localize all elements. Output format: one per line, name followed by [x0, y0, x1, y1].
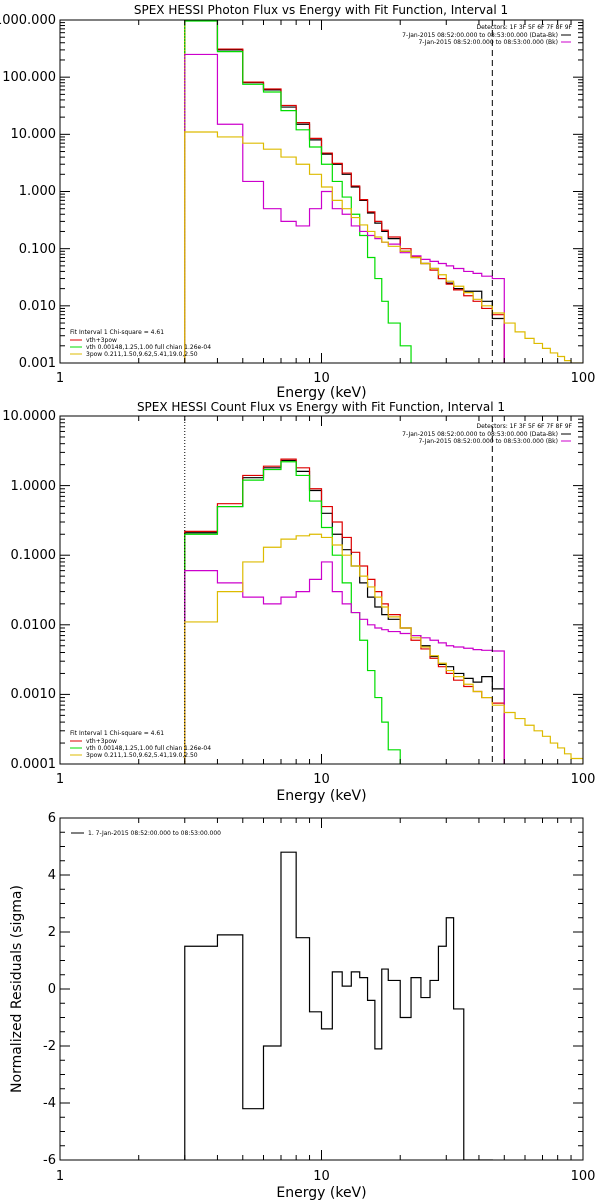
residuals-plot-area [184, 851, 493, 1160]
photon-flux-xlabel: Energy (keV) [276, 385, 366, 401]
count-flux-series-3pow [184, 533, 583, 764]
count-flux-legend-bk: 7-Jan-2015 08:52:00.000 to 08:53:00.000 … [418, 438, 558, 445]
photon-flux-plot-area [184, 20, 583, 363]
count-flux-legend-vth: vth 0.00148,1.25,1.00 full chian 1.26e-0… [86, 745, 211, 752]
count-flux-xtick-10: 10 [313, 772, 330, 787]
photon-flux-ytick-0.100: 0.100 [19, 242, 56, 257]
count-flux-plot-area [184, 416, 583, 764]
residuals-ytick--4: -4 [43, 1096, 56, 1111]
photon-flux-series-data-bk [184, 20, 505, 363]
residuals-ytick--2: -2 [43, 1039, 56, 1054]
count-flux-series-vth-3pow [184, 458, 505, 764]
count-flux-series-bk [184, 561, 505, 764]
residuals-axes-frame [59, 817, 584, 1161]
count-flux-title: SPEX HESSI Count Flux vs Energy with Fit… [137, 400, 505, 414]
residuals-xtick-10: 10 [313, 1169, 330, 1184]
photon-flux-xtick-1: 1 [56, 371, 64, 386]
residuals-ytick-2: 2 [48, 925, 56, 940]
residuals-legend-entry: 1. 7-Jan-2015 08:52:00.000 to 08:53:00.0… [88, 830, 221, 837]
photon-flux-ytick-1.000: 1.000 [19, 184, 56, 199]
count-flux-ticks [59, 415, 584, 765]
count-flux-xtick-100: 100 [571, 772, 596, 787]
residuals-xtick-100: 100 [571, 1169, 596, 1184]
residuals-series-1-7-jan-2015-08-52-00-000-to-08-53-00-000 [184, 851, 493, 1160]
count-flux-legend-fit: vth+3pow [86, 738, 117, 745]
photon-flux-series-vth-3pow [184, 20, 505, 363]
photon-flux-panel: SPEX HESSI Photon Flux vs Energy with Fi… [0, 3, 595, 401]
photon-flux-legend-fit: vth+3pow [86, 337, 117, 344]
count-flux-panel: SPEX HESSI Count Flux vs Energy with Fit… [2, 400, 595, 804]
photon-flux-legend-vth: vth 0.00148,1.25,1.00 full chian 1.26e-0… [86, 344, 211, 351]
count-flux-ytick-0.0001: 0.0001 [11, 757, 57, 772]
photon-flux-ytick-0.010: 0.010 [19, 299, 56, 314]
photon-flux-legend-bk: 7-Jan-2015 08:52:00.000 to 08:53:00.000 … [418, 39, 558, 46]
photon-flux-ytick-10.000: 10.000 [11, 127, 57, 142]
count-flux-legend-detectors: Detectors: 1F 3F 5F 6F 7F 8F 9F [476, 423, 572, 430]
photon-flux-ticks [59, 19, 584, 364]
residuals-ylabel: Normalized Residuals (sigma) [9, 885, 25, 1093]
count-flux-legend-data: 7-Jan-2015 08:52:00.000 to 08:53:00.000 … [402, 431, 558, 438]
photon-flux-ytick-1000.000: 1000.000 [0, 13, 56, 28]
count-flux-xtick-1: 1 [56, 772, 64, 787]
photon-flux-series-3pow [184, 131, 583, 363]
count-flux-series-vth [184, 461, 401, 764]
photon-flux-series-vth [184, 20, 412, 363]
photon-flux-xtick-100: 100 [571, 371, 596, 386]
photon-flux-legend-detectors: Detectors: 1F 3F 5F 6F 7F 8F 9F [476, 24, 572, 31]
residuals-ytick-4: 4 [48, 868, 56, 883]
count-flux-ytick-0.0010: 0.0010 [11, 687, 57, 702]
residuals-ticks [59, 817, 584, 1161]
residuals-xlabel: Energy (keV) [276, 1185, 366, 1200]
count-flux-ytick-1.0000: 1.0000 [11, 479, 57, 494]
residuals-ytick-0: 0 [48, 982, 56, 997]
photon-flux-fit-info: Fit Interval 1 Chi-square = 4.61 [70, 329, 164, 336]
photon-flux-xtick-10: 10 [313, 371, 330, 386]
residuals-ytick--6: -6 [43, 1153, 56, 1168]
count-flux-ytick-0.1000: 0.1000 [11, 548, 57, 563]
photon-flux-title: SPEX HESSI Photon Flux vs Energy with Fi… [134, 3, 508, 17]
photon-flux-legend-3pow: 3pow 0.211,1.50,9.62,5.41,19.0,2.50 [86, 351, 198, 358]
count-flux-xlabel: Energy (keV) [276, 788, 366, 804]
count-flux-ytick-10.0000: 10.0000 [2, 409, 56, 424]
photon-flux-ytick-0.001: 0.001 [19, 356, 56, 371]
count-flux-fit-info: Fit Interval 1 Chi-square = 4.61 [70, 730, 164, 737]
residuals-panel: 1 10 100 -6 -4 -2 0 2 4 6 Energy (keV) N… [9, 811, 595, 1200]
residuals-ytick-6: 6 [48, 811, 56, 826]
photon-flux-ytick-100.000: 100.000 [2, 70, 56, 85]
count-flux-series-data-bk [184, 459, 505, 764]
residuals-xtick-1: 1 [56, 1169, 64, 1184]
photon-flux-series-bk [184, 53, 505, 363]
count-flux-ytick-0.0100: 0.0100 [11, 618, 57, 633]
count-flux-legend-3pow: 3pow 0.211,1.50,9.62,5.41,19.0,2.50 [86, 752, 198, 759]
photon-flux-legend-data: 7-Jan-2015 08:52:00.000 to 08:53:00.000 … [402, 32, 558, 39]
